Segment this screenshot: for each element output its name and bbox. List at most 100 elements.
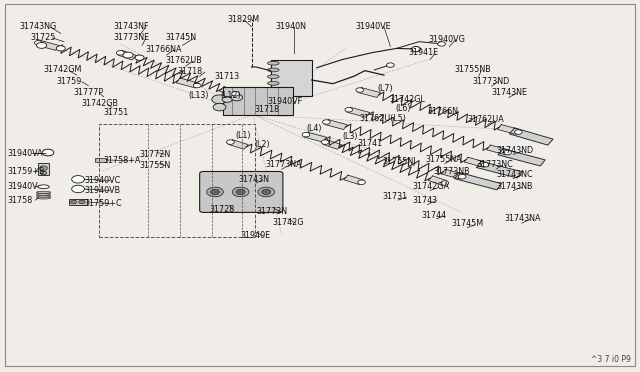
Circle shape xyxy=(441,181,449,185)
Polygon shape xyxy=(347,108,370,117)
Text: 31743NE: 31743NE xyxy=(492,88,527,97)
Text: 31940N: 31940N xyxy=(275,22,306,31)
Circle shape xyxy=(262,189,271,195)
Circle shape xyxy=(35,41,42,45)
Ellipse shape xyxy=(268,75,279,78)
Ellipse shape xyxy=(268,61,279,65)
Polygon shape xyxy=(118,51,136,60)
Text: 31941E: 31941E xyxy=(408,48,438,57)
Text: 31762U(L5): 31762U(L5) xyxy=(360,114,406,123)
Bar xyxy=(223,87,293,115)
Circle shape xyxy=(56,46,65,51)
Circle shape xyxy=(207,187,223,197)
Text: 31773N: 31773N xyxy=(256,207,287,216)
Text: 31743NF: 31743NF xyxy=(114,22,149,31)
Text: 31718: 31718 xyxy=(178,67,203,76)
Circle shape xyxy=(227,140,234,144)
Polygon shape xyxy=(498,149,545,166)
Polygon shape xyxy=(454,173,502,190)
Bar xyxy=(69,199,87,205)
Polygon shape xyxy=(344,175,364,185)
Circle shape xyxy=(123,52,133,58)
Text: 31718: 31718 xyxy=(255,105,280,114)
Bar xyxy=(99,124,255,237)
Bar xyxy=(95,158,106,162)
Text: 31773NB: 31773NB xyxy=(434,167,470,176)
Circle shape xyxy=(236,189,245,195)
Circle shape xyxy=(258,187,275,197)
Text: 31742GB: 31742GB xyxy=(82,99,119,108)
Text: 31751: 31751 xyxy=(104,108,129,117)
Circle shape xyxy=(232,187,249,197)
Circle shape xyxy=(72,176,84,183)
Text: 31742GA: 31742GA xyxy=(413,182,450,191)
Bar xyxy=(271,60,312,96)
Circle shape xyxy=(231,94,243,101)
Circle shape xyxy=(515,130,522,134)
Circle shape xyxy=(135,55,144,60)
Circle shape xyxy=(302,132,310,137)
Polygon shape xyxy=(428,176,447,185)
Text: 31743N: 31743N xyxy=(238,175,269,184)
Circle shape xyxy=(70,200,77,204)
Circle shape xyxy=(438,42,445,46)
Ellipse shape xyxy=(36,193,51,195)
Text: 31731: 31731 xyxy=(383,192,408,201)
Text: 31743ND: 31743ND xyxy=(496,146,533,155)
Text: 31743NB: 31743NB xyxy=(496,182,532,191)
Circle shape xyxy=(213,103,226,111)
Circle shape xyxy=(504,150,511,155)
Circle shape xyxy=(79,200,85,204)
Circle shape xyxy=(387,63,394,67)
Text: 31940VE: 31940VE xyxy=(355,22,391,31)
Ellipse shape xyxy=(38,185,49,189)
Text: 31758+A: 31758+A xyxy=(104,156,141,165)
Text: ^3 7 i0 P9: ^3 7 i0 P9 xyxy=(591,355,630,364)
Text: 31777P: 31777P xyxy=(74,88,104,97)
Text: (L4): (L4) xyxy=(306,124,321,133)
Circle shape xyxy=(72,185,84,193)
Text: (L1): (L1) xyxy=(236,131,251,140)
Polygon shape xyxy=(220,87,238,96)
Text: 31758: 31758 xyxy=(8,196,33,205)
Bar xyxy=(38,163,49,175)
Text: (L3): (L3) xyxy=(342,132,358,141)
Text: 31745N: 31745N xyxy=(165,33,196,42)
Text: 31772N: 31772N xyxy=(140,150,171,159)
FancyBboxPatch shape xyxy=(200,171,283,212)
Text: 31940V: 31940V xyxy=(8,182,38,191)
Text: 31940VB: 31940VB xyxy=(84,186,120,195)
Circle shape xyxy=(193,83,201,88)
Circle shape xyxy=(345,108,353,112)
Text: 31829M: 31829M xyxy=(227,15,259,24)
Circle shape xyxy=(40,171,47,175)
Text: 31762UA: 31762UA xyxy=(467,115,504,124)
Text: 31762UB: 31762UB xyxy=(165,56,202,65)
Ellipse shape xyxy=(36,197,51,199)
Text: 31725: 31725 xyxy=(31,33,56,42)
Text: 31759: 31759 xyxy=(56,77,82,86)
Text: 31940E: 31940E xyxy=(240,231,270,240)
Circle shape xyxy=(481,163,489,167)
Polygon shape xyxy=(497,125,520,134)
Circle shape xyxy=(323,120,330,124)
Text: 31742GL: 31742GL xyxy=(389,95,425,104)
Text: 31773NE: 31773NE xyxy=(114,33,150,42)
Text: 31743: 31743 xyxy=(413,196,438,205)
Text: (L2): (L2) xyxy=(255,140,270,149)
Text: 31743NA: 31743NA xyxy=(504,214,541,223)
Circle shape xyxy=(211,189,220,195)
Circle shape xyxy=(412,46,420,52)
Circle shape xyxy=(321,140,329,144)
Polygon shape xyxy=(176,78,199,88)
Text: 31940VC: 31940VC xyxy=(84,176,121,185)
Circle shape xyxy=(40,166,47,170)
Polygon shape xyxy=(324,120,348,129)
Circle shape xyxy=(116,51,124,55)
Ellipse shape xyxy=(36,195,51,197)
Text: (L6): (L6) xyxy=(396,104,411,113)
Text: 31773ND: 31773ND xyxy=(472,77,509,86)
Text: 31728: 31728 xyxy=(210,205,235,214)
Polygon shape xyxy=(442,169,464,179)
Ellipse shape xyxy=(36,191,51,193)
